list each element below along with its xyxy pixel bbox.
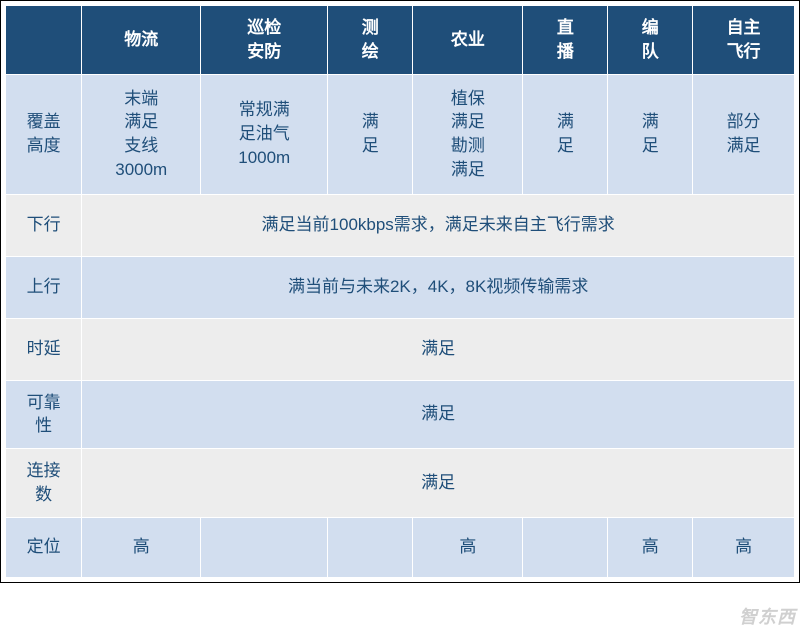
capability-table: 物流 巡检安防 测绘 农业 直播 编队 自主飞行 覆盖高度 末端满足支线3000… — [5, 5, 795, 578]
cov-live: 满足 — [523, 74, 608, 194]
label-coverage: 覆盖高度 — [6, 74, 82, 194]
cov-agriculture: 植保满足勘测满足 — [413, 74, 523, 194]
connections-value: 满足 — [82, 449, 795, 518]
row-downlink: 下行 满足当前100kbps需求，满足未来自主飞行需求 — [6, 194, 795, 256]
pos-survey — [328, 517, 413, 577]
uplink-value: 满当前与未来2K，4K，8K视频传输需求 — [82, 256, 795, 318]
header-row: 物流 巡检安防 测绘 农业 直播 编队 自主飞行 — [6, 6, 795, 75]
row-connections: 连接数 满足 — [6, 449, 795, 518]
row-latency: 时延 满足 — [6, 318, 795, 380]
row-positioning: 定位 高 高 高 高 — [6, 517, 795, 577]
pos-autonomous: 高 — [693, 517, 795, 577]
cov-autonomous: 部分满足 — [693, 74, 795, 194]
label-reliability: 可靠性 — [6, 380, 82, 449]
pos-agriculture: 高 — [413, 517, 523, 577]
header-blank — [6, 6, 82, 75]
label-latency: 时延 — [6, 318, 82, 380]
pos-logistics: 高 — [82, 517, 201, 577]
header-survey: 测绘 — [328, 6, 413, 75]
header-inspection: 巡检安防 — [201, 6, 328, 75]
reliability-value: 满足 — [82, 380, 795, 449]
header-autonomous: 自主飞行 — [693, 6, 795, 75]
pos-formation: 高 — [608, 517, 693, 577]
cov-survey: 满足 — [328, 74, 413, 194]
downlink-value: 满足当前100kbps需求，满足未来自主飞行需求 — [82, 194, 795, 256]
header-logistics: 物流 — [82, 6, 201, 75]
header-agriculture: 农业 — [413, 6, 523, 75]
pos-inspection — [201, 517, 328, 577]
header-formation: 编队 — [608, 6, 693, 75]
table-container: 物流 巡检安防 测绘 农业 直播 编队 自主飞行 覆盖高度 末端满足支线3000… — [0, 0, 800, 583]
cov-formation: 满足 — [608, 74, 693, 194]
watermark-text: 智东西 — [739, 603, 796, 629]
header-live: 直播 — [523, 6, 608, 75]
row-reliability: 可靠性 满足 — [6, 380, 795, 449]
label-positioning: 定位 — [6, 517, 82, 577]
label-connections: 连接数 — [6, 449, 82, 518]
label-uplink: 上行 — [6, 256, 82, 318]
row-uplink: 上行 满当前与未来2K，4K，8K视频传输需求 — [6, 256, 795, 318]
cov-inspection: 常规满足油气1000m — [201, 74, 328, 194]
cov-logistics: 末端满足支线3000m — [82, 74, 201, 194]
latency-value: 满足 — [82, 318, 795, 380]
pos-live — [523, 517, 608, 577]
label-downlink: 下行 — [6, 194, 82, 256]
row-coverage-altitude: 覆盖高度 末端满足支线3000m 常规满足油气1000m 满足 植保满足勘测满足… — [6, 74, 795, 194]
